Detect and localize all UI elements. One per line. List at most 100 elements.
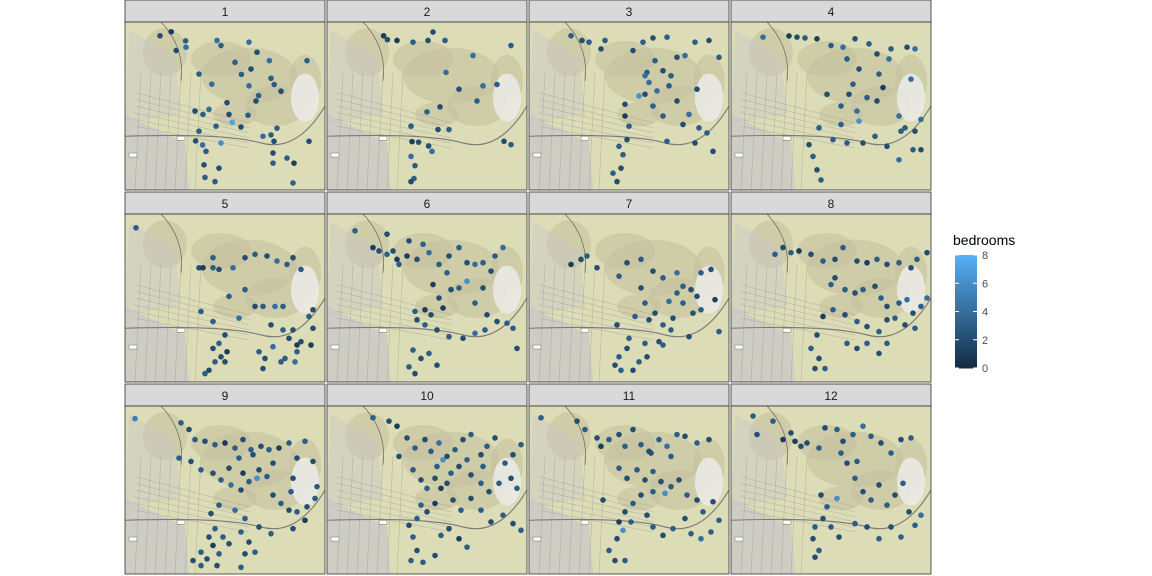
data-point (510, 520, 516, 527)
data-point (458, 507, 464, 513)
facet-panel: 10 (326, 383, 528, 575)
data-point (480, 463, 486, 470)
data-point (472, 330, 478, 337)
data-point (238, 124, 244, 130)
data-point (314, 483, 320, 490)
data-point (788, 430, 794, 436)
facet-strip-label: 8 (828, 197, 835, 211)
data-point (680, 300, 686, 306)
data-points (352, 228, 520, 377)
data-point (618, 367, 624, 374)
data-point (210, 264, 216, 271)
data-point (410, 467, 416, 473)
facet-strip-label: 2 (424, 5, 431, 19)
data-point (652, 57, 658, 64)
data-point (896, 113, 902, 119)
data-point (408, 178, 414, 185)
data-point (240, 470, 246, 477)
data-point (404, 435, 410, 441)
facet-panels: 1 2 3 45 6 7 89 10 11 12 (124, 0, 932, 575)
data-point (850, 81, 856, 87)
facet-panel: 5 (124, 191, 326, 383)
data-point (271, 81, 278, 88)
data-point (884, 303, 890, 310)
data-point (706, 37, 712, 44)
data-point (864, 340, 870, 347)
data-point (478, 451, 484, 458)
data-point (674, 431, 680, 438)
data-point (696, 125, 702, 131)
data-point (384, 36, 391, 43)
data-point (294, 348, 300, 355)
data-point (212, 525, 218, 532)
data-point (508, 42, 514, 49)
data-point (682, 515, 688, 522)
data-point (229, 119, 235, 126)
data-point (650, 103, 656, 109)
basemap (327, 214, 527, 382)
data-point (614, 535, 620, 542)
data-point (620, 151, 626, 158)
data-point (660, 67, 666, 74)
data-point (786, 33, 792, 39)
data-point (290, 327, 296, 333)
data-point (698, 535, 704, 542)
data-point (192, 138, 199, 144)
data-point (256, 348, 262, 355)
data-point (312, 495, 318, 502)
data-point (238, 564, 244, 571)
basemap (529, 22, 729, 190)
data-point (904, 296, 910, 303)
data-point (854, 458, 860, 465)
data-point (816, 547, 822, 554)
data-point (888, 46, 894, 52)
data-point (386, 418, 392, 424)
data-point (440, 305, 446, 311)
data-point (836, 534, 842, 540)
data-point (666, 83, 672, 89)
data-point (810, 535, 816, 542)
data-point (616, 465, 622, 471)
data-point (422, 306, 428, 313)
data-point (852, 475, 858, 482)
data-point (820, 515, 826, 522)
basemap (731, 406, 931, 574)
data-point (624, 475, 630, 482)
data-point (414, 515, 420, 522)
data-point (222, 359, 228, 365)
data-point (258, 443, 264, 450)
data-point (216, 266, 222, 273)
data-point (510, 325, 516, 332)
data-point (682, 52, 688, 59)
data-point (884, 317, 890, 323)
data-point (832, 275, 838, 281)
data-point (700, 509, 706, 515)
data-point (854, 318, 860, 325)
data-point (410, 39, 416, 45)
data-point (252, 303, 258, 310)
data-point (308, 342, 314, 348)
data-point (218, 140, 224, 146)
data-point (492, 253, 498, 259)
data-point (616, 143, 622, 150)
data-point (690, 310, 696, 316)
data-point (262, 355, 268, 362)
data-point (598, 443, 604, 450)
data-point (616, 273, 622, 279)
data-point (504, 320, 510, 327)
data-point (242, 551, 248, 557)
data-point (248, 446, 254, 453)
data-point (620, 527, 626, 534)
data-point (290, 180, 296, 186)
panel-border (326, 405, 528, 575)
data-point (710, 498, 716, 505)
data-point (434, 327, 440, 333)
data-point (854, 258, 860, 264)
data-points (133, 224, 316, 377)
data-point (594, 435, 600, 441)
data-point (846, 91, 852, 98)
data-point (370, 244, 376, 251)
data-point (192, 436, 198, 443)
data-point (586, 39, 592, 45)
data-point (924, 295, 930, 301)
